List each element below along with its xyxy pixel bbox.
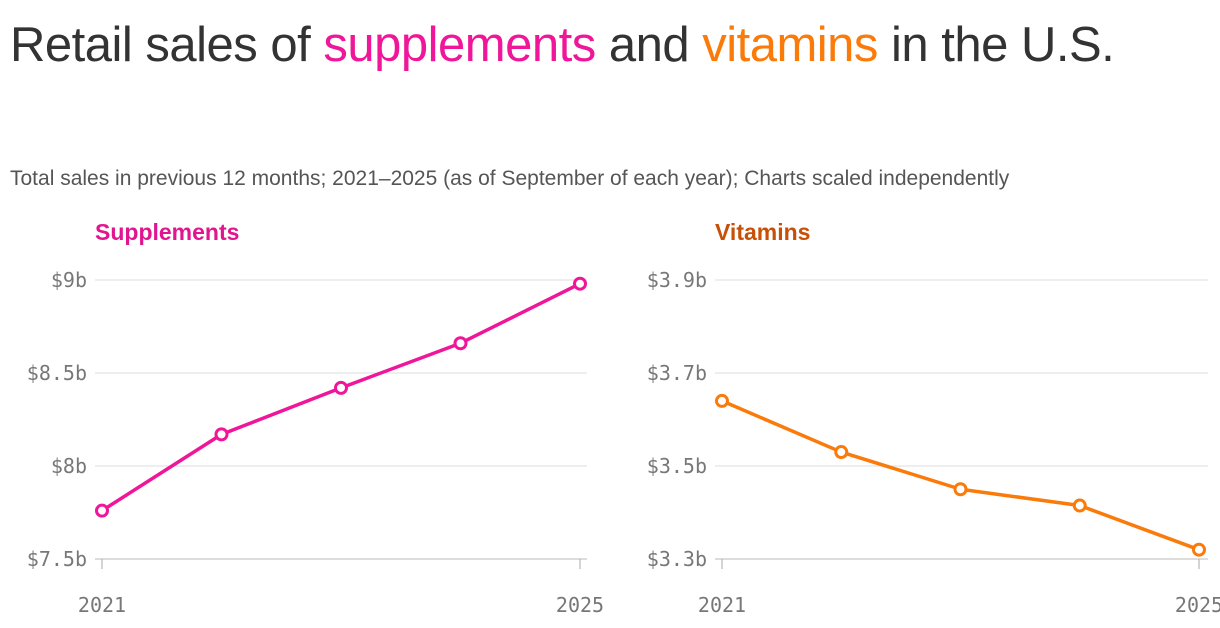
vitamins-point-2021 (715, 393, 729, 408)
vitamins-point-2022 (834, 445, 849, 460)
title-part-3: in the U.S. (877, 18, 1115, 72)
chart-subtitle: Total sales in previous 12 months; 2021–… (10, 167, 1010, 190)
chart-title: Retail sales of supplements and vitamins… (10, 12, 1190, 78)
supplements-panel-title: Supplements (95, 219, 239, 245)
vitamins-panel-title: Vitamins (715, 219, 810, 245)
vitamins-y-tick-label: $3.9b (647, 268, 707, 292)
supplements-point-2023 (334, 380, 348, 395)
vitamins-x-tick-label: 2025 (1175, 593, 1220, 617)
supplements-series-line (100, 281, 582, 513)
supplements-point-2022 (214, 427, 229, 442)
vitamins-series-line (720, 399, 1201, 552)
title-part-2: and (595, 18, 703, 72)
vitamins-x-tick-label: 2021 (698, 593, 746, 617)
supplements-x-tick-label: 2025 (556, 593, 604, 617)
supplements-y-tick-label: $7.5b (27, 547, 87, 571)
supplements-panel: Supplements $7.5b $8b $8.5b $9b 2021 2025 (27, 219, 604, 617)
supplements-y-tick-label: $9b (51, 268, 87, 292)
vitamins-y-tick-label: $3.5b (647, 454, 707, 478)
vitamins-point-2023 (953, 482, 968, 497)
supplements-point-2024 (453, 336, 468, 351)
vitamins-y-tick-label: $3.7b (647, 361, 707, 385)
supplements-x-tick-label: 2021 (78, 593, 126, 617)
title-part-1: Retail sales of (10, 18, 324, 72)
supplements-point-2025 (573, 276, 587, 291)
title-vitamins-word: vitamins (702, 18, 878, 72)
vitamins-panel: Vitamins $3.3b $3.5b $3.7b $3.9b 2021 2025 (647, 219, 1220, 617)
supplements-y-tick-label: $8.5b (27, 361, 87, 385)
title-supplements-word: supplements (323, 18, 596, 72)
supplements-point-2021 (95, 503, 109, 518)
vitamins-y-tick-label: $3.3b (647, 547, 707, 571)
supplements-y-tick-label: $8b (51, 454, 87, 478)
vitamins-point-2024 (1072, 498, 1087, 513)
vitamins-point-2025 (1192, 542, 1206, 557)
